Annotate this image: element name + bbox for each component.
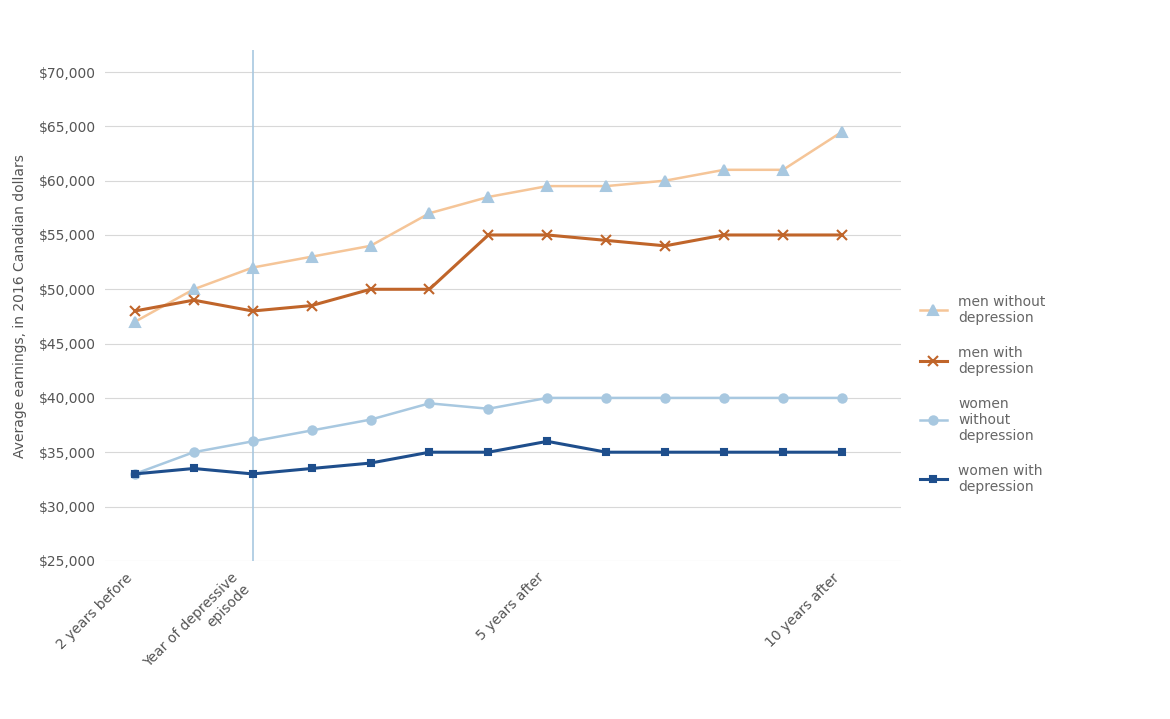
men with
depression — [304, 301, 318, 310]
women with
depression — [187, 464, 201, 473]
women with
depression — [422, 448, 436, 457]
women with
depression — [128, 470, 142, 478]
women with
depression — [364, 459, 378, 467]
men without
depression — [776, 165, 790, 174]
men with
depression — [364, 285, 378, 293]
women
without
depression — [364, 416, 378, 424]
women with
depression — [481, 448, 495, 457]
women
without
depression — [187, 448, 201, 457]
women with
depression — [717, 448, 731, 457]
men with
depression — [659, 242, 673, 250]
Line: women
without
depression: women without depression — [131, 394, 846, 478]
men with
depression — [481, 231, 495, 239]
men without
depression — [304, 252, 318, 261]
women
without
depression — [422, 399, 436, 408]
women with
depression — [599, 448, 613, 457]
women
without
depression — [541, 393, 555, 402]
men without
depression — [246, 263, 260, 272]
men with
depression — [128, 307, 142, 316]
women
without
depression — [835, 393, 849, 402]
men without
depression — [481, 193, 495, 201]
women with
depression — [541, 437, 555, 446]
men without
depression — [187, 285, 201, 293]
Y-axis label: Average earnings, in 2016 Canadian dollars: Average earnings, in 2016 Canadian dolla… — [13, 154, 27, 457]
women with
depression — [835, 448, 849, 457]
women with
depression — [246, 470, 260, 478]
women with
depression — [659, 448, 673, 457]
Line: men without
depression: men without depression — [130, 127, 847, 326]
Legend: men without
depression, men with
depression, women
without
depression, women wit: men without depression, men with depress… — [920, 295, 1046, 494]
men with
depression — [717, 231, 731, 239]
women
without
depression — [128, 470, 142, 478]
women
without
depression — [776, 393, 790, 402]
women
without
depression — [481, 405, 495, 413]
women
without
depression — [599, 393, 613, 402]
men with
depression — [776, 231, 790, 239]
Line: women with
depression: women with depression — [131, 438, 846, 477]
men without
depression — [422, 209, 436, 218]
men without
depression — [835, 127, 849, 136]
women
without
depression — [717, 393, 731, 402]
men with
depression — [187, 296, 201, 304]
women
without
depression — [304, 426, 318, 435]
men with
depression — [599, 236, 613, 244]
men with
depression — [246, 307, 260, 316]
men without
depression — [717, 165, 731, 174]
women
without
depression — [659, 393, 673, 402]
men with
depression — [422, 285, 436, 293]
women with
depression — [776, 448, 790, 457]
men without
depression — [364, 242, 378, 250]
men with
depression — [541, 231, 555, 239]
men without
depression — [599, 182, 613, 191]
women with
depression — [304, 464, 318, 473]
men without
depression — [128, 318, 142, 326]
women
without
depression — [246, 437, 260, 446]
Line: men with
depression: men with depression — [130, 230, 847, 316]
men without
depression — [659, 176, 673, 185]
men without
depression — [541, 182, 555, 191]
men with
depression — [835, 231, 849, 239]
